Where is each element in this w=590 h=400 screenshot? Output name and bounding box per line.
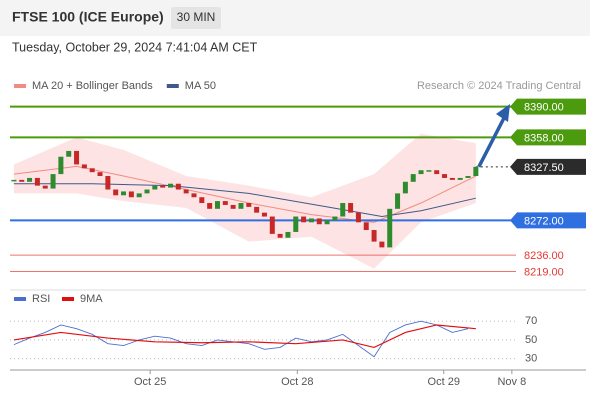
candle — [449, 177, 455, 180]
level-tag — [510, 212, 586, 229]
candle — [293, 216, 299, 232]
legend-label: RSI — [32, 293, 50, 305]
legend-label: MA 20 + Bollinger Bands — [32, 80, 153, 92]
x-tick-label: Oct 25 — [134, 376, 166, 388]
candle — [308, 218, 314, 223]
candle — [379, 241, 385, 248]
candle — [402, 181, 408, 194]
candle — [324, 220, 330, 225]
legend-swatch — [166, 84, 179, 88]
legend-label: 9MA — [80, 293, 103, 305]
legend-swatch — [14, 297, 26, 301]
level-tag — [510, 98, 586, 115]
candle — [222, 201, 228, 205]
candle — [348, 203, 354, 213]
x-tick-label: Oct 28 — [281, 376, 313, 388]
candle — [363, 222, 369, 231]
moving-average — [13, 183, 476, 218]
x-tick-label: Oct 29 — [428, 376, 460, 388]
candle — [58, 156, 64, 175]
candle — [395, 193, 401, 209]
candle — [89, 168, 95, 173]
candle — [285, 231, 291, 238]
interval: 30 MIN — [177, 10, 216, 24]
candle — [316, 218, 322, 225]
candle — [238, 203, 244, 209]
y-tick-label: 30 — [525, 353, 537, 365]
candle — [418, 170, 424, 175]
candle — [105, 176, 111, 190]
candle — [121, 191, 127, 196]
bollinger-band — [13, 133, 476, 269]
candle — [465, 176, 471, 178]
candle — [434, 170, 440, 175]
candle — [160, 185, 166, 188]
candle — [81, 164, 87, 169]
candle — [152, 185, 158, 190]
candle — [246, 203, 252, 207]
x-tick-label: Nov 8 — [497, 376, 526, 388]
candle — [261, 212, 267, 217]
legend-label: MA 50 — [185, 80, 216, 92]
candle — [128, 191, 134, 198]
level-label: 8236.00 — [524, 250, 564, 262]
candle — [97, 172, 103, 177]
candle — [387, 208, 393, 248]
level-label: 8390.00 — [524, 101, 564, 113]
candle — [340, 203, 346, 217]
candle — [442, 174, 448, 178]
level-tag — [510, 158, 586, 175]
level-label: 8358.00 — [524, 132, 564, 144]
rsi-line — [13, 320, 469, 358]
candle — [183, 189, 189, 194]
candle — [214, 201, 220, 209]
candle — [457, 177, 463, 180]
candle — [371, 230, 377, 242]
interval-badge[interactable] — [171, 7, 221, 29]
candle — [301, 216, 307, 223]
candle — [355, 212, 361, 223]
candle — [19, 179, 25, 182]
candle — [144, 189, 150, 194]
level-label: 8327.50 — [524, 162, 564, 174]
level-label: 8272.00 — [524, 215, 564, 227]
legend-swatch — [62, 297, 74, 301]
candle — [277, 233, 283, 238]
legend-swatch — [14, 84, 26, 88]
candle — [50, 174, 56, 189]
candle — [27, 177, 33, 182]
y-tick-label: 50 — [525, 334, 537, 346]
credit: Research © 2024 Trading Central — [417, 80, 581, 92]
candle — [410, 174, 416, 182]
level-tag — [510, 129, 586, 146]
candle — [207, 203, 213, 209]
chart-title: FTSE 100 (ICE Europe) — [12, 9, 164, 25]
candle — [74, 150, 80, 165]
level-label: 8219.00 — [524, 266, 564, 278]
candle — [199, 197, 205, 204]
candle — [66, 150, 72, 157]
candle — [254, 206, 260, 213]
candle — [426, 170, 432, 172]
forecast-arrowhead — [496, 104, 510, 122]
forecast-arrow — [477, 117, 506, 168]
candle — [34, 177, 40, 186]
candle — [136, 193, 142, 198]
y-tick-label: 70 — [525, 315, 537, 327]
candle — [473, 166, 479, 177]
rsi-line — [13, 324, 476, 349]
candle — [191, 193, 197, 198]
candle — [113, 189, 119, 196]
timestamp: Tuesday, October 29, 2024 7:41:04 AM CET — [12, 40, 258, 54]
candle — [332, 216, 338, 221]
candle — [168, 183, 174, 188]
candle — [175, 183, 181, 190]
candle — [230, 204, 236, 209]
header-bar — [0, 0, 590, 36]
candle — [269, 216, 275, 234]
candle — [11, 179, 17, 182]
candle — [42, 185, 48, 189]
